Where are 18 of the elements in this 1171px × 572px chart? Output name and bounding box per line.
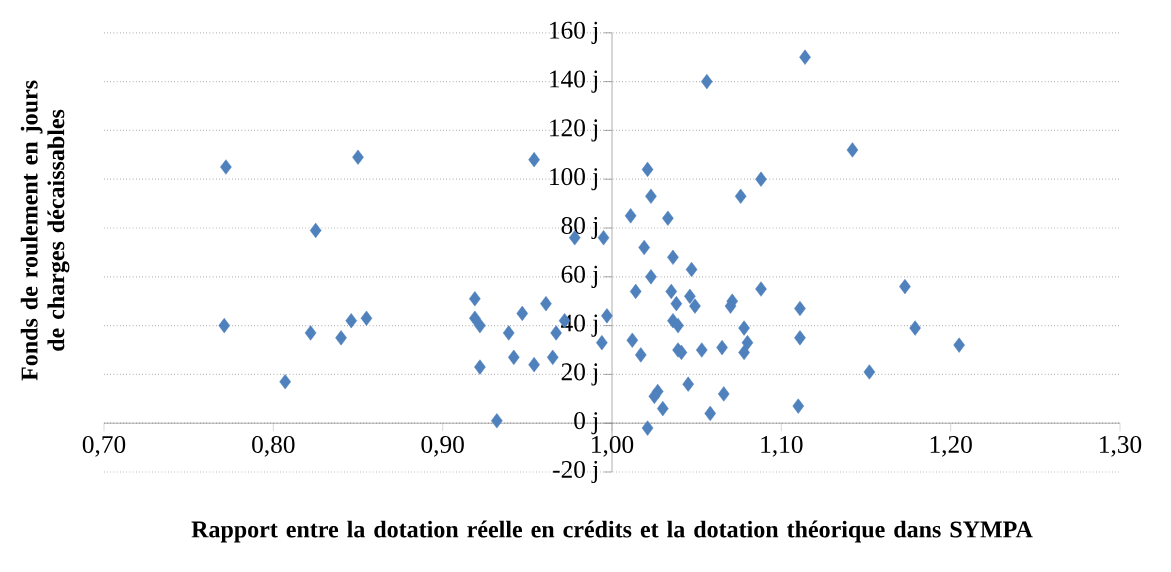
x-tick-label: 0,80: [252, 435, 295, 457]
y-tick-label: 160 j: [550, 21, 598, 44]
y-tick-label: 140 j: [550, 70, 598, 93]
y-tick-label: -20 j: [553, 460, 598, 484]
x-tick-label: 0,90: [421, 435, 464, 457]
x-tick-label: 1,30: [1100, 435, 1142, 457]
y-tick-label: 0 j: [574, 412, 598, 435]
y-tick-label: 60 j: [561, 265, 598, 288]
x-tick-label: 1,20: [930, 435, 972, 457]
x-tick-label: 0,70: [82, 435, 126, 457]
x-tick-label: 1,10: [761, 435, 803, 457]
y-tick-label: 20 j: [561, 363, 598, 386]
y-axis-title: Fonds de roulement en jours de charges décaissables: [20, 80, 70, 381]
x-axis-title: Rapport entre la dotation réelle en crédits et la dotation théorique dans SYMPA: [191, 520, 1033, 543]
y-tick-label: 80 j: [561, 216, 598, 240]
y-tick-label: 120 j: [550, 119, 598, 142]
y-tick-label: 100 j: [550, 168, 598, 191]
x-tick-label: 1,00: [592, 435, 634, 457]
